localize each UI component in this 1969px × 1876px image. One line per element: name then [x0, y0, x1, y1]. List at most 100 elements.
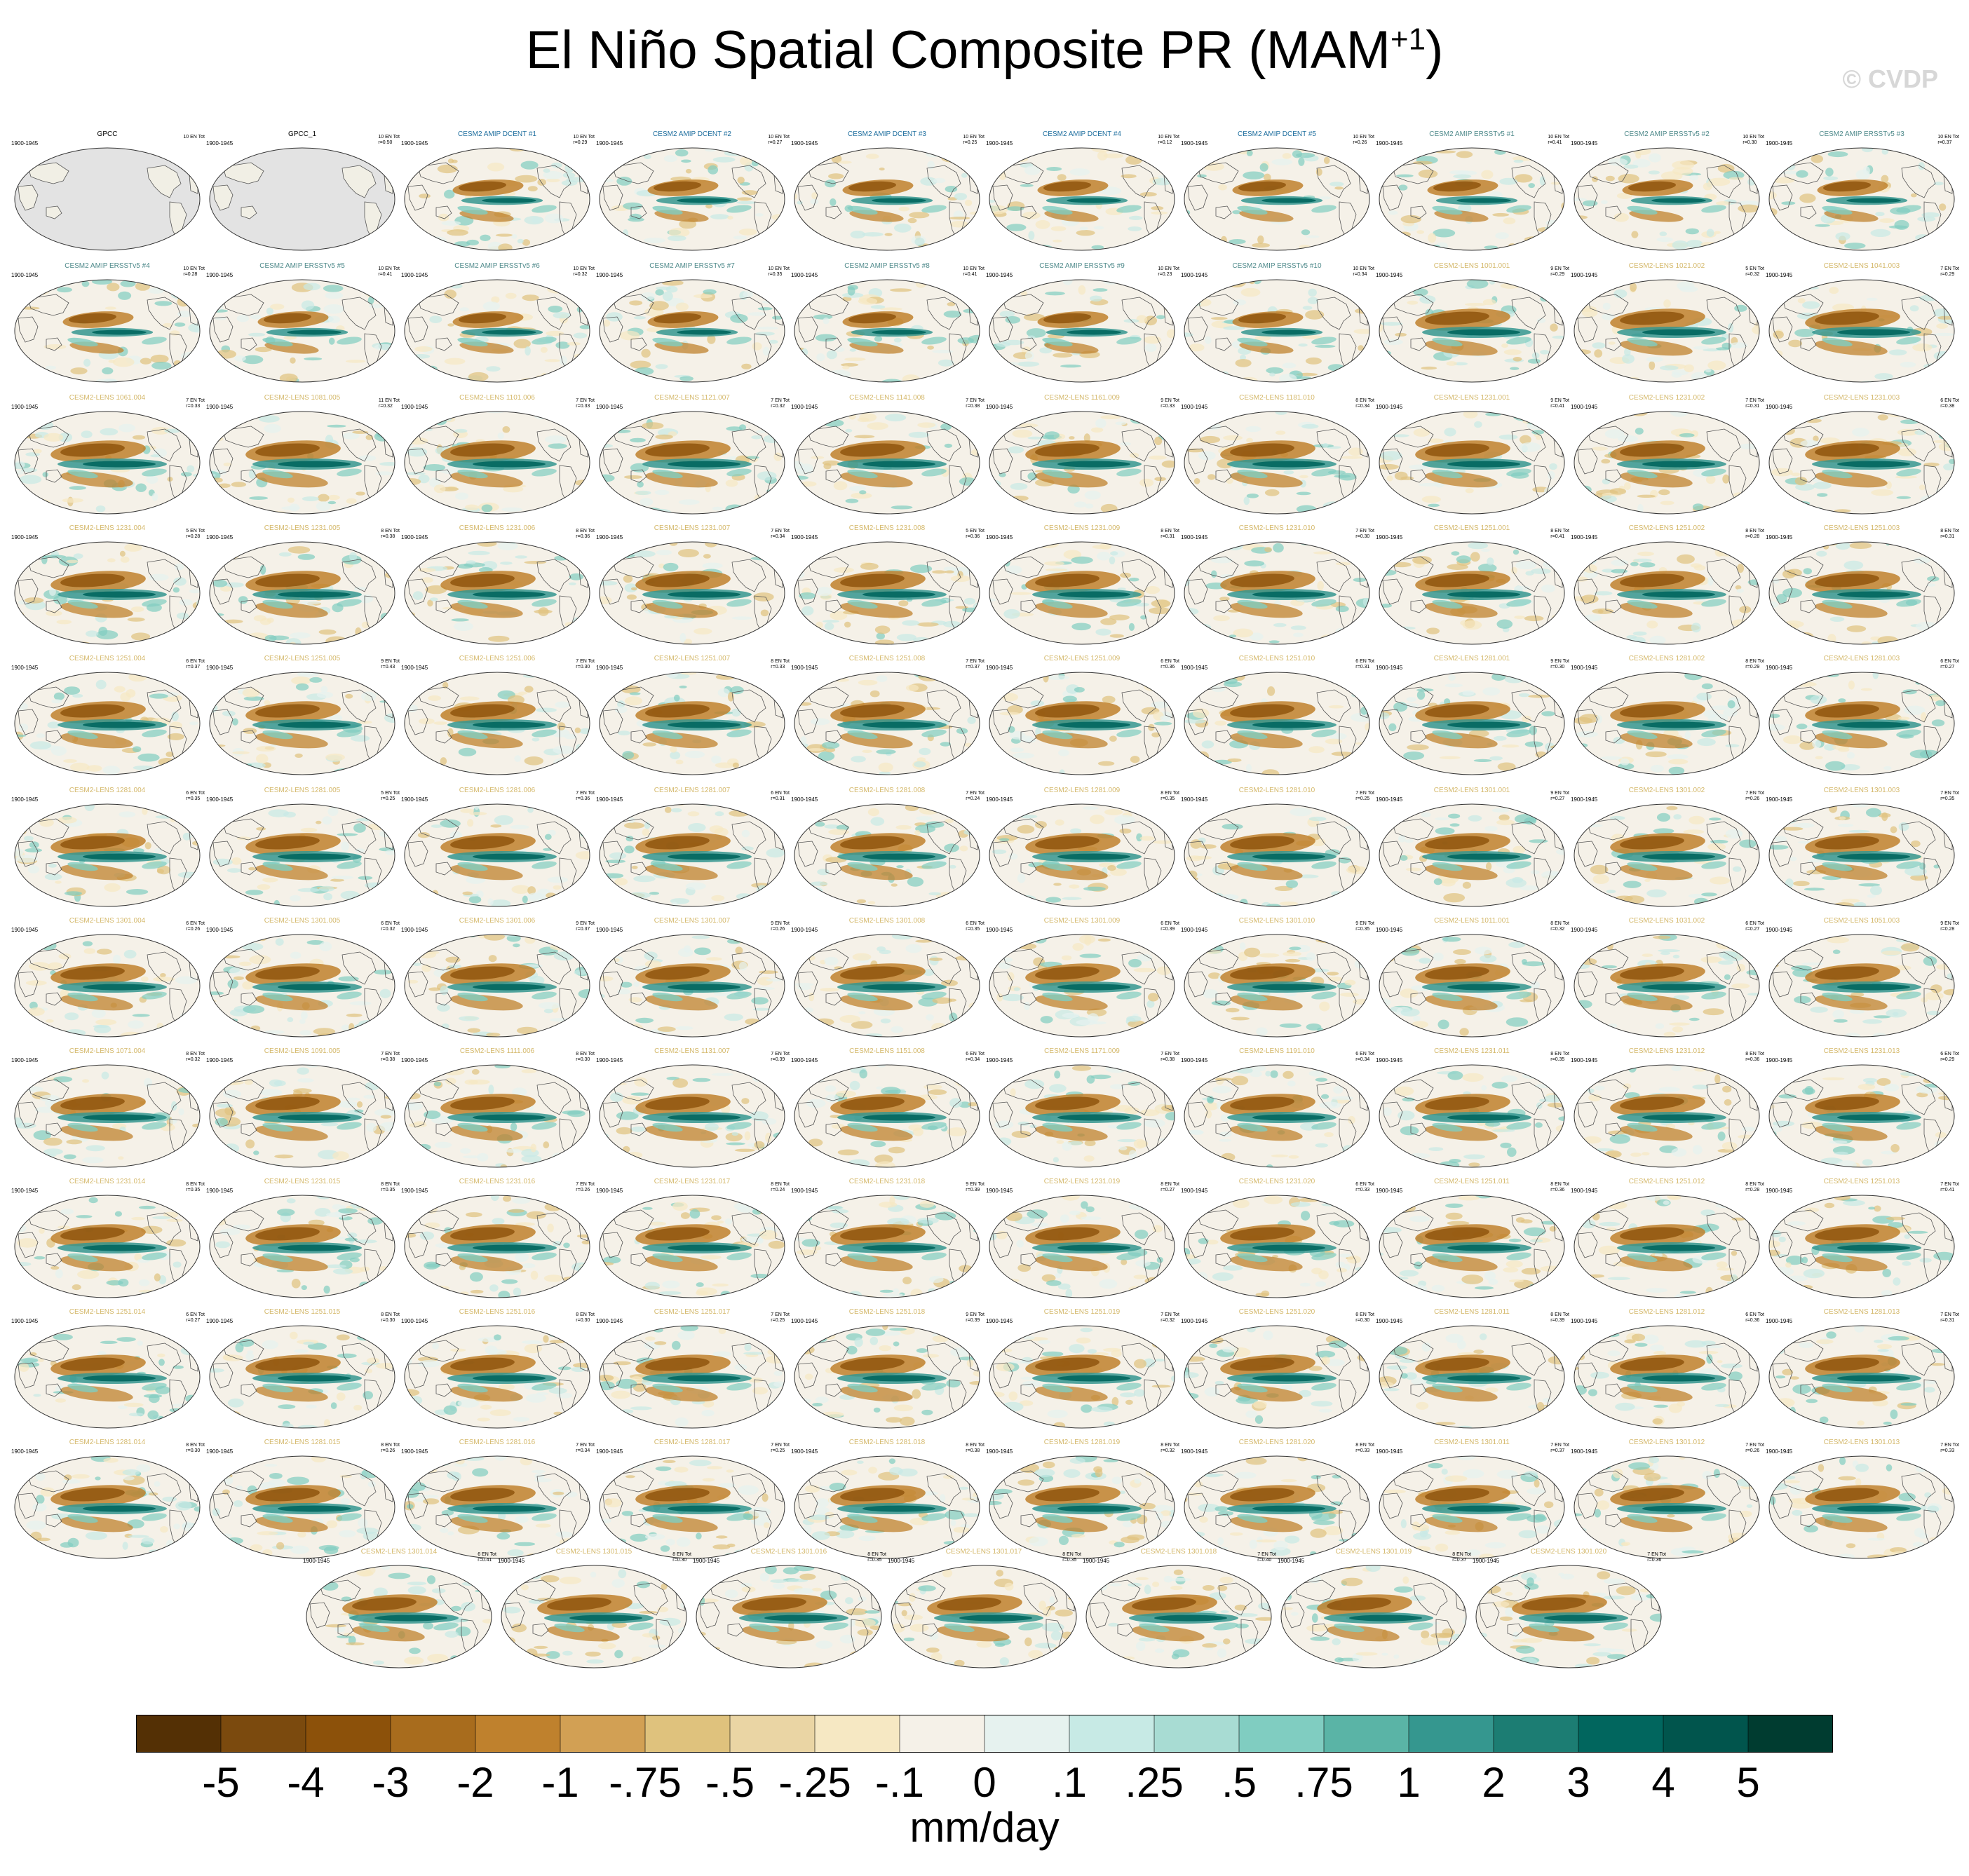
panel-title: CESM2-LENS 1231.010 [1238, 524, 1315, 532]
panel-years: 1900-1945 [206, 1188, 234, 1194]
panel-years: 1900-1945 [791, 1057, 818, 1063]
map-panel: CESM2-LENS 1071.004 1900-1945 8 EN Tot r=0… [10, 1047, 205, 1175]
map-panel: CESM2-LENS 1231.005 1900-1945 8 EN Tot r=0… [205, 524, 400, 652]
precip-map [404, 1455, 590, 1559]
panel-title: CESM2-LENS 1231.020 [1238, 1178, 1315, 1185]
precip-map [14, 411, 201, 515]
precip-map [1379, 1455, 1565, 1559]
panel-stats: 8 EN Tot r=0.34 [1355, 398, 1374, 409]
precip-map [501, 1565, 687, 1668]
panel-title: CESM2-LENS 1301.002 [1628, 787, 1705, 794]
map-panel: CESM2-LENS 1131.007 1900-1945 7 EN Tot r=0… [595, 1047, 790, 1175]
panel-years: 1900-1945 [1181, 1448, 1208, 1455]
panel-stats: 8 EN Tot r=0.30 [186, 1443, 205, 1453]
precip-map [696, 1565, 882, 1668]
map-panel: CESM2-LENS 1231.007 1900-1945 7 EN Tot r=0… [595, 524, 790, 652]
colorbar-tick-label: 4 [1651, 1759, 1675, 1806]
panel-years: 1900-1945 [401, 404, 428, 410]
colorbar-swatch [1324, 1715, 1409, 1753]
panel-stats: 9 EN Tot r=0.35 [1355, 921, 1374, 932]
panel-title: CESM2-LENS 1251.009 [1043, 655, 1121, 662]
panel-stats: 6 EN Tot r=0.27 [186, 1312, 205, 1323]
panel-stats: 6 EN Tot r=0.27 [1745, 921, 1764, 932]
map-panel: CESM2-LENS 1301.002 1900-1945 7 EN Tot r=0… [1569, 787, 1764, 914]
map-panel: CESM2-LENS 1281.011 1900-1945 8 EN Tot r=0… [1374, 1308, 1569, 1436]
panel-stats: 7 EN Tot r=0.31 [1745, 398, 1764, 409]
panel-stats: 10 EN Tot r=0.25 [963, 135, 984, 145]
panel-title: CESM2-LENS 1281.005 [264, 787, 341, 794]
panel-years: 1900-1945 [1571, 404, 1598, 410]
map-panel: CESM2-LENS 1231.010 1900-1945 7 EN Tot r=0… [1179, 524, 1374, 652]
panel-stats: 6 EN Tot r=0.27 [1940, 659, 1959, 669]
precip-map [1574, 279, 1760, 383]
map-panel: CESM2-LENS 1231.013 1900-1945 6 EN Tot r=0… [1764, 1047, 1959, 1175]
panel-years: 1900-1945 [1181, 404, 1208, 410]
panel-years: 1900-1945 [1181, 927, 1208, 933]
precip-map [14, 147, 201, 251]
precip-map [989, 803, 1175, 907]
precip-map [209, 934, 395, 1038]
panel-title: CESM2-LENS 1281.019 [1043, 1439, 1121, 1446]
map-panel: CESM2-LENS 1251.018 1900-1945 9 EN Tot r=0… [790, 1308, 984, 1436]
panel-years: 1900-1945 [1181, 1318, 1208, 1324]
panel-years: 1900-1945 [986, 1188, 1013, 1194]
map-panel: CESM2-LENS 1231.008 1900-1945 5 EN Tot r=0… [790, 524, 984, 652]
map-panel: CESM2-LENS 1161.009 1900-1945 9 EN Tot r=0… [984, 394, 1179, 522]
precip-map [1768, 147, 1955, 251]
panel-stats: 7 EN Tot r=0.32 [771, 398, 790, 409]
colorbar-tick-label: 1 [1397, 1759, 1421, 1806]
panel-title: CESM2-LENS 1281.012 [1628, 1308, 1705, 1316]
panel-stats: 10 EN Tot r=0.50 [378, 135, 400, 145]
panel-years: 1900-1945 [791, 665, 818, 671]
panel-title: CESM2-LENS 1251.014 [69, 1308, 146, 1316]
panel-title: CESM2-LENS 1281.015 [264, 1439, 341, 1446]
map-panel: CESM2-LENS 1301.009 1900-1945 6 EN Tot r=0… [984, 917, 1179, 1045]
map-panel: CESM2 AMIP ERSSTv5 #5 1900-1945 10 EN Tot … [205, 262, 400, 390]
panel-years: 1900-1945 [1766, 796, 1793, 803]
panel-years: 1900-1945 [791, 404, 818, 410]
map-panel: CESM2-LENS 1001.001 1900-1945 9 EN Tot r=0… [1374, 262, 1569, 390]
panel-title: GPCC_1 [287, 130, 316, 138]
panel-title: CESM2 AMIP ERSSTv5 #6 [454, 262, 540, 270]
map-panel: CESM2-LENS 1281.015 1900-1945 8 EN Tot r=0… [205, 1439, 400, 1566]
map-panel: CESM2-LENS 1301.008 1900-1945 6 EN Tot r=0… [790, 917, 984, 1045]
map-panel: CESM2-LENS 1301.014 1900-1945 6 EN Tot r=0… [302, 1548, 496, 1676]
precip-map [1184, 803, 1370, 907]
precip-map [404, 1064, 590, 1168]
panel-stats: 5 EN Tot r=0.32 [1745, 266, 1764, 277]
precip-map [989, 1064, 1175, 1168]
panel-years: 1900-1945 [791, 1188, 818, 1194]
map-panel: CESM2-LENS 1141.008 1900-1945 7 EN Tot r=0… [790, 394, 984, 522]
colorbar-swatch [1494, 1715, 1579, 1753]
map-panel: CESM2-LENS 1281.003 1900-1945 6 EN Tot r=0… [1764, 655, 1959, 782]
panel-title: CESM2-LENS 1301.003 [1823, 787, 1900, 794]
panel-title: CESM2-LENS 1301.013 [1823, 1439, 1900, 1446]
panel-title: CESM2-LENS 1081.005 [264, 394, 341, 402]
map-panel: CESM2-LENS 1251.012 1900-1945 8 EN Tot r=0… [1569, 1178, 1764, 1305]
panel-title: CESM2-LENS 1251.012 [1628, 1178, 1705, 1185]
cvdp-watermark: © CVDP [1842, 64, 1938, 93]
precip-map [794, 279, 980, 383]
panel-title: CESM2-LENS 1091.005 [264, 1047, 341, 1055]
map-panel: CESM2-LENS 1231.016 1900-1945 7 EN Tot r=0… [400, 1178, 595, 1305]
panel-years: 1900-1945 [791, 1318, 818, 1324]
panel-years: 1900-1945 [401, 272, 428, 278]
map-panel: CESM2-LENS 1231.017 1900-1945 8 EN Tot r=0… [595, 1178, 790, 1305]
map-panel: CESM2 AMIP ERSSTv5 #3 1900-1945 10 EN Tot … [1764, 130, 1959, 258]
panel-stats: 6 EN Tot r=0.41 [478, 1552, 496, 1563]
panel-title: CESM2-LENS 1251.019 [1043, 1308, 1121, 1316]
map-panel: CESM2-LENS 1301.004 1900-1945 6 EN Tot r=0… [10, 917, 205, 1045]
panel-years: 1900-1945 [1571, 927, 1598, 933]
panel-years: 1900-1945 [206, 927, 234, 933]
map-panel: CESM2-LENS 1251.013 1900-1945 7 EN Tot r=0… [1764, 1178, 1959, 1305]
colorbar-tick-label: -.25 [778, 1759, 851, 1806]
precip-map [1379, 803, 1565, 907]
panel-title: CESM2-LENS 1011.001 [1434, 917, 1510, 925]
panel-title: CESM2 AMIP ERSSTv5 #3 [1819, 130, 1904, 138]
panel-title: CESM2-LENS 1301.011 [1434, 1439, 1510, 1446]
precip-map [1184, 1195, 1370, 1298]
panel-years: 1900-1945 [1376, 665, 1403, 671]
panel-years: 1900-1945 [206, 272, 234, 278]
panel-stats: 7 EN Tot r=0.33 [576, 398, 595, 409]
panel-title: CESM2-LENS 1251.004 [69, 655, 146, 662]
